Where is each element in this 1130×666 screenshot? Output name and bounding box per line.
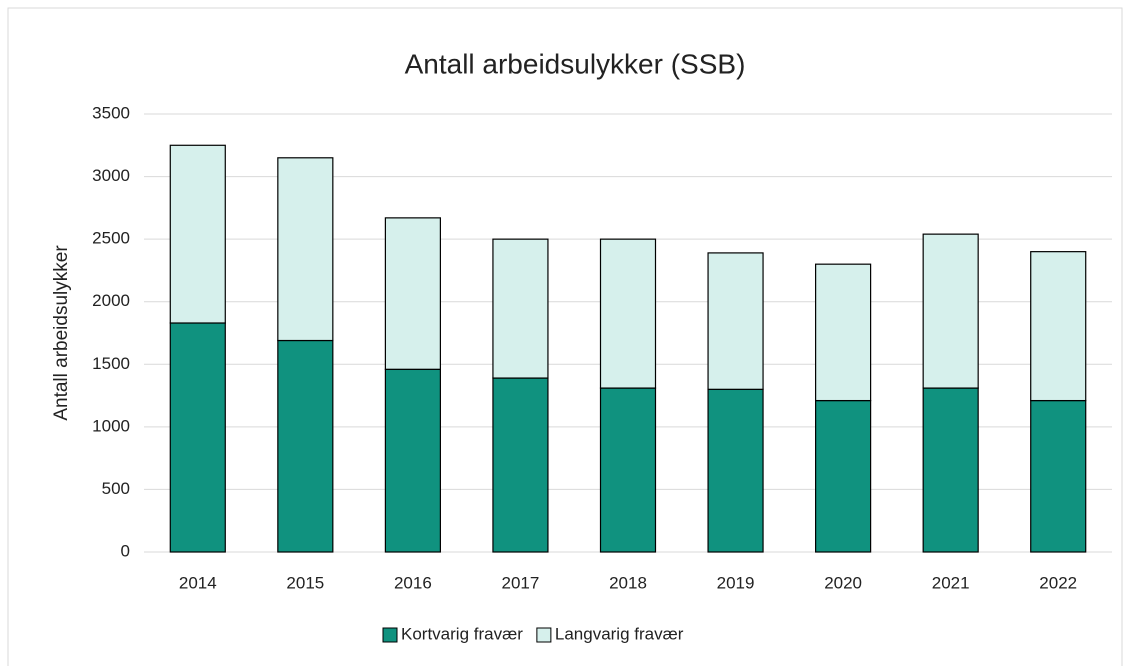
- x-tick-label: 2019: [717, 573, 755, 592]
- y-tick-label: 500: [102, 479, 130, 498]
- x-tick-label: 2018: [609, 573, 647, 592]
- bar-segment: [169, 322, 226, 553]
- bar-segment: [1030, 251, 1087, 402]
- bar-segment: [492, 377, 549, 553]
- x-tick-label: 2015: [286, 573, 324, 592]
- y-axis-label: Antall arbeidsulykker: [51, 245, 72, 421]
- bar-segment: [169, 144, 226, 324]
- y-tick-label: 0: [121, 541, 130, 560]
- bar-segment: [922, 387, 979, 553]
- x-tick-label: 2014: [179, 573, 217, 592]
- bar-segment: [384, 217, 441, 370]
- bar-segment: [277, 339, 334, 553]
- x-tick-label: 2022: [1039, 573, 1077, 592]
- bar-segment: [599, 238, 657, 389]
- legend-swatch: [536, 627, 552, 643]
- y-tick-label: 3500: [92, 103, 130, 122]
- chart-title: Antall arbeidsulykker (SSB): [405, 48, 746, 79]
- bar-segment: [707, 388, 764, 553]
- bar-segment: [384, 368, 441, 553]
- legend-swatch: [382, 627, 398, 643]
- bar-segment: [492, 238, 549, 379]
- y-tick-label: 1500: [92, 354, 130, 373]
- bar-segment: [922, 233, 979, 389]
- y-tick-label: 1000: [92, 416, 130, 435]
- bar-segment: [277, 157, 334, 342]
- bar-segment: [815, 263, 872, 402]
- bar-segment: [707, 252, 764, 390]
- x-tick-label: 2020: [824, 573, 862, 592]
- x-tick-label: 2021: [932, 573, 970, 592]
- y-tick-label: 2500: [92, 229, 130, 248]
- bar-segment: [815, 399, 872, 553]
- y-tick-label: 2000: [92, 291, 130, 310]
- x-tick-label: 2016: [394, 573, 432, 592]
- y-tick-label: 3000: [92, 166, 130, 185]
- bar-segment: [599, 387, 657, 553]
- legend-label: Langvarig fravær: [555, 624, 684, 643]
- x-tick-label: 2017: [502, 573, 540, 592]
- bar-segment: [1030, 399, 1087, 553]
- legend-label: Kortvarig fravær: [401, 624, 523, 643]
